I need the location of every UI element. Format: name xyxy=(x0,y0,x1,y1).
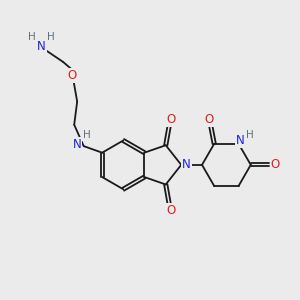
Text: O: O xyxy=(271,158,280,171)
Text: H: H xyxy=(47,32,55,42)
Text: H: H xyxy=(28,32,35,42)
Text: N: N xyxy=(73,138,82,151)
Text: N: N xyxy=(37,40,46,53)
Text: O: O xyxy=(166,203,176,217)
Text: N: N xyxy=(236,134,244,147)
Text: O: O xyxy=(205,113,214,126)
Text: O: O xyxy=(68,69,77,82)
Text: N: N xyxy=(182,158,191,171)
Text: O: O xyxy=(166,113,176,126)
Text: H: H xyxy=(83,130,91,140)
Text: H: H xyxy=(246,130,254,140)
